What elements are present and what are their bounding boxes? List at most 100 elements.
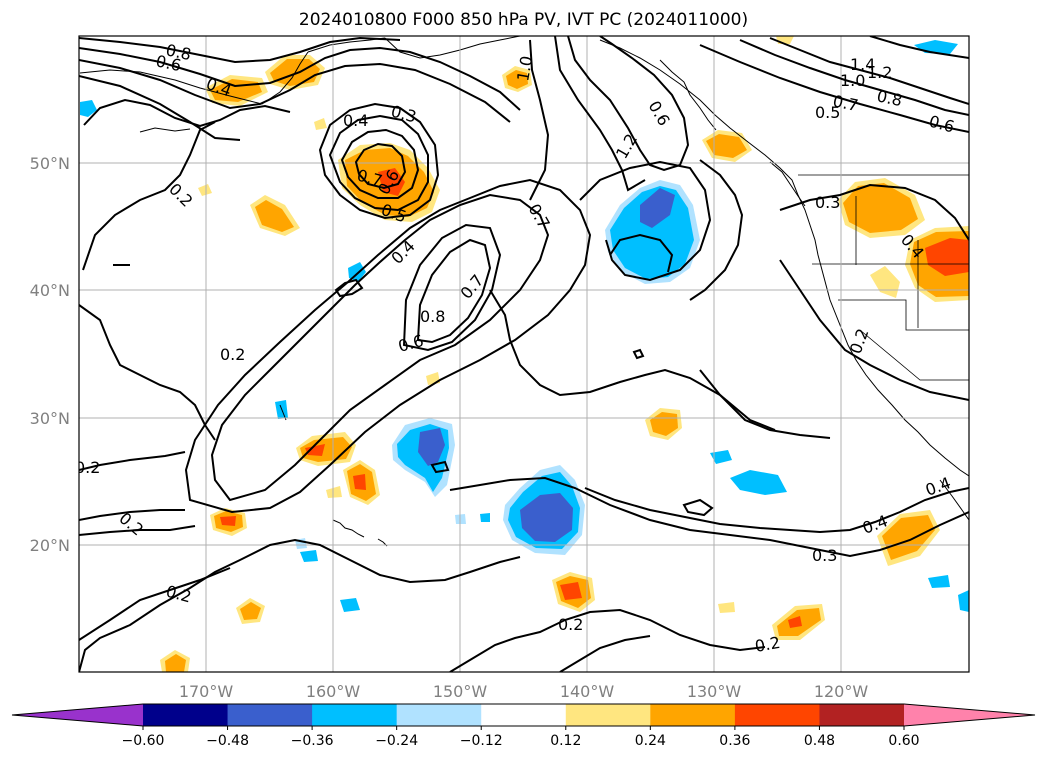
shaded-region-negative xyxy=(480,513,490,522)
contour-line xyxy=(79,538,521,672)
shaded-region-positive xyxy=(220,516,236,526)
contour-line xyxy=(699,369,831,439)
contour-line xyxy=(318,102,440,220)
shaded-region-positive xyxy=(706,134,747,158)
contour-line xyxy=(430,460,450,474)
lon-tick-label: 150°W xyxy=(433,682,488,701)
contour-line xyxy=(779,183,969,241)
shaded-region-positive xyxy=(788,616,802,628)
figure-title: 2024010800 F000 850 hPa PV, IVT PC (2024… xyxy=(298,10,749,30)
shaded-region-negative xyxy=(710,450,732,464)
colorbar-segment xyxy=(227,704,313,726)
colorbar-extend-max xyxy=(904,704,1035,726)
contour-line xyxy=(354,142,407,190)
contour-line xyxy=(567,36,690,172)
contour-label: 0.2 xyxy=(75,458,100,477)
shaded-region-positive xyxy=(314,118,327,130)
colorbar-tick-label: 0.60 xyxy=(888,733,919,749)
contour-line xyxy=(79,304,216,441)
pv-contours xyxy=(79,36,969,672)
contour-line xyxy=(449,608,766,672)
contour-label: 0.6 xyxy=(154,51,183,75)
contour-line xyxy=(79,451,186,471)
contour-line xyxy=(79,59,511,123)
shaded-region-positive xyxy=(843,183,918,233)
contour-line xyxy=(79,75,241,141)
contour-line xyxy=(416,238,492,344)
lon-tick-label: 170°W xyxy=(179,682,234,701)
contour-line xyxy=(769,37,969,105)
contour-line xyxy=(334,278,364,298)
contour-label: 0.7 xyxy=(831,91,860,115)
lat-axis: 50°N 40°N 30°N 20°N xyxy=(30,154,70,555)
contour-line xyxy=(559,635,651,672)
colorbar-segment xyxy=(650,704,736,726)
contour-line xyxy=(609,233,674,273)
contour-line xyxy=(83,98,291,128)
shaded-region-positive xyxy=(165,654,186,672)
contour-line xyxy=(79,567,231,641)
contour-line xyxy=(689,159,744,301)
contour-label: 0.5 xyxy=(815,103,840,122)
lat-tick-label: 40°N xyxy=(30,281,70,300)
shaded-region-positive xyxy=(198,184,212,196)
lon-tick-label: 120°W xyxy=(814,682,869,701)
contour-label: 1.2 xyxy=(867,63,892,82)
colorbar-segment xyxy=(481,704,567,726)
contour-line xyxy=(79,525,196,536)
contour-line xyxy=(489,289,776,431)
shaded-region-negative xyxy=(340,598,360,612)
shaded-region-positive xyxy=(882,515,935,560)
contour-label: 0.3 xyxy=(815,193,840,212)
colorbar: −0.60 −0.48 −0.36 −0.24 −0.12 0.12 0.24 0.36 0.4… xyxy=(11,703,1036,749)
contour-label: 1.0 xyxy=(513,54,536,82)
contour-line xyxy=(869,36,969,59)
shaded-region-positive xyxy=(305,444,325,456)
contour-label: 0.8 xyxy=(420,307,445,326)
contour-label: 0.8 xyxy=(164,40,193,64)
shaded-region-positive xyxy=(353,474,366,490)
contour-line xyxy=(632,348,645,360)
contour-line xyxy=(449,476,969,558)
shaded-region-negative xyxy=(928,575,950,588)
shaded-region-negative xyxy=(418,428,445,466)
contour-label: 0.2 xyxy=(558,615,583,634)
shaded-region-negative xyxy=(80,100,97,117)
contour-line xyxy=(699,44,969,133)
lon-tick-label: 130°W xyxy=(687,682,742,701)
contour-line xyxy=(584,487,969,534)
contour-line xyxy=(739,39,969,116)
colorbar-tick-label: −0.24 xyxy=(375,733,418,749)
contour-line xyxy=(210,193,550,502)
contour-line xyxy=(402,223,502,352)
contour-label: 0.2 xyxy=(220,345,245,364)
gridlines xyxy=(79,36,969,672)
colorbar-tick-label: 0.12 xyxy=(550,733,581,749)
contour-label: 1.4 xyxy=(850,55,875,74)
contour-line xyxy=(682,498,714,517)
contour-label: 0.8 xyxy=(875,86,904,110)
colorbar-tick-label: −0.60 xyxy=(122,733,165,749)
contour-line xyxy=(579,160,712,282)
colorbar-segment xyxy=(312,704,398,726)
shaded-region-positive xyxy=(255,200,294,232)
shaded-region-negative xyxy=(610,186,694,279)
shaded-region-negative xyxy=(640,188,675,228)
colorbar-tick-label: 0.48 xyxy=(804,733,835,749)
lat-tick-label: 50°N xyxy=(30,154,70,173)
lon-tick-label: 160°W xyxy=(306,682,361,701)
colorbar-tick-label: −0.36 xyxy=(291,733,334,749)
contour-line xyxy=(779,259,969,401)
colorbar-extend-min xyxy=(12,704,143,726)
colorbar-segment xyxy=(565,704,651,726)
lat-tick-label: 30°N xyxy=(30,409,70,428)
contour-label: 0.2 xyxy=(753,633,781,656)
shaded-region-negative xyxy=(300,550,318,562)
colorbar-tick-label: 0.36 xyxy=(719,733,750,749)
shaded-region-positive xyxy=(560,582,582,600)
colorbar-tick-label: −0.48 xyxy=(206,733,249,749)
contour-label: 1.0 xyxy=(840,71,865,90)
map-background xyxy=(79,36,969,672)
shaded-region-negative xyxy=(958,590,969,612)
